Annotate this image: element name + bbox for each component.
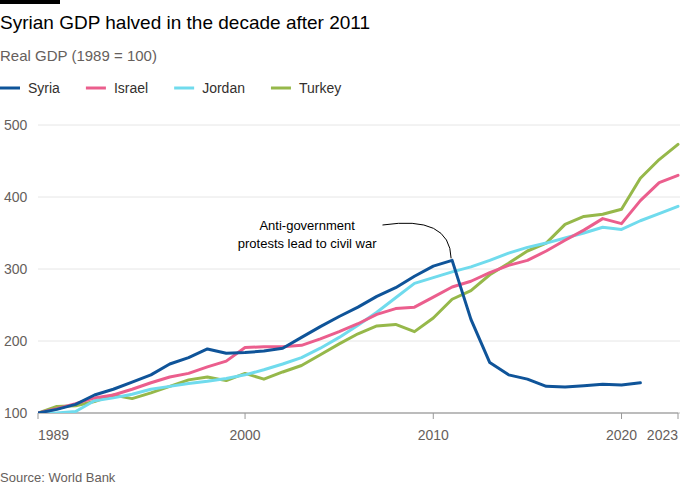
legend-entry: Jordan	[174, 80, 245, 96]
x-tick-label: 2020	[606, 427, 637, 443]
title: Syrian GDP halved in the decade after 20…	[0, 12, 370, 33]
y-tick-label: 500	[4, 117, 28, 133]
series-line	[38, 260, 640, 413]
y-tick-label: 300	[4, 261, 28, 277]
source: Source: World Bank	[0, 470, 116, 485]
legend-label: Jordan	[202, 80, 245, 96]
grid-line	[38, 197, 680, 198]
legend-swatch	[86, 87, 106, 90]
legend-entry: Syria	[0, 80, 60, 96]
grid-line	[38, 341, 680, 342]
x-tick-label: 2000	[229, 427, 260, 443]
x-tick	[678, 413, 679, 419]
legend-swatch	[174, 87, 194, 90]
x-tick-label: 2010	[418, 427, 449, 443]
grid-line	[38, 413, 680, 414]
grid-line	[38, 125, 680, 126]
legend-entry: Israel	[86, 80, 148, 96]
annotation-arrow	[382, 223, 451, 258]
legend-label: Israel	[114, 80, 148, 96]
series-line	[38, 206, 678, 413]
annotation-text: protests lead to civil war	[238, 236, 377, 251]
legend-label: Syria	[28, 80, 60, 96]
legend-label: Turkey	[299, 80, 341, 96]
x-tick-label: 2023	[647, 427, 678, 443]
annotation: Anti-government protests lead to civil wa…	[238, 218, 451, 258]
subtitle: Real GDP (1989 = 100)	[0, 47, 157, 64]
y-tick-label: 200	[4, 333, 28, 349]
grid-line	[38, 269, 680, 270]
y-tick-label: 400	[4, 189, 28, 205]
x-axis	[38, 413, 678, 414]
legend-swatch	[271, 87, 291, 90]
x-tick	[38, 413, 39, 419]
x-tick	[621, 413, 622, 419]
legend-swatch	[0, 87, 20, 90]
legend-entry: Turkey	[271, 80, 341, 96]
chart: Syrian GDP halved in the decade after 20…	[0, 0, 700, 500]
series-line	[38, 144, 678, 413]
plot-area	[38, 144, 678, 413]
y-tick-label: 100	[4, 405, 28, 421]
series-line	[38, 175, 678, 413]
brand-strip	[0, 0, 60, 4]
x-tick	[245, 413, 246, 419]
annotation-text: Anti-government	[259, 218, 355, 233]
x-tick-label: 1989	[38, 427, 69, 443]
x-tick	[433, 413, 434, 419]
